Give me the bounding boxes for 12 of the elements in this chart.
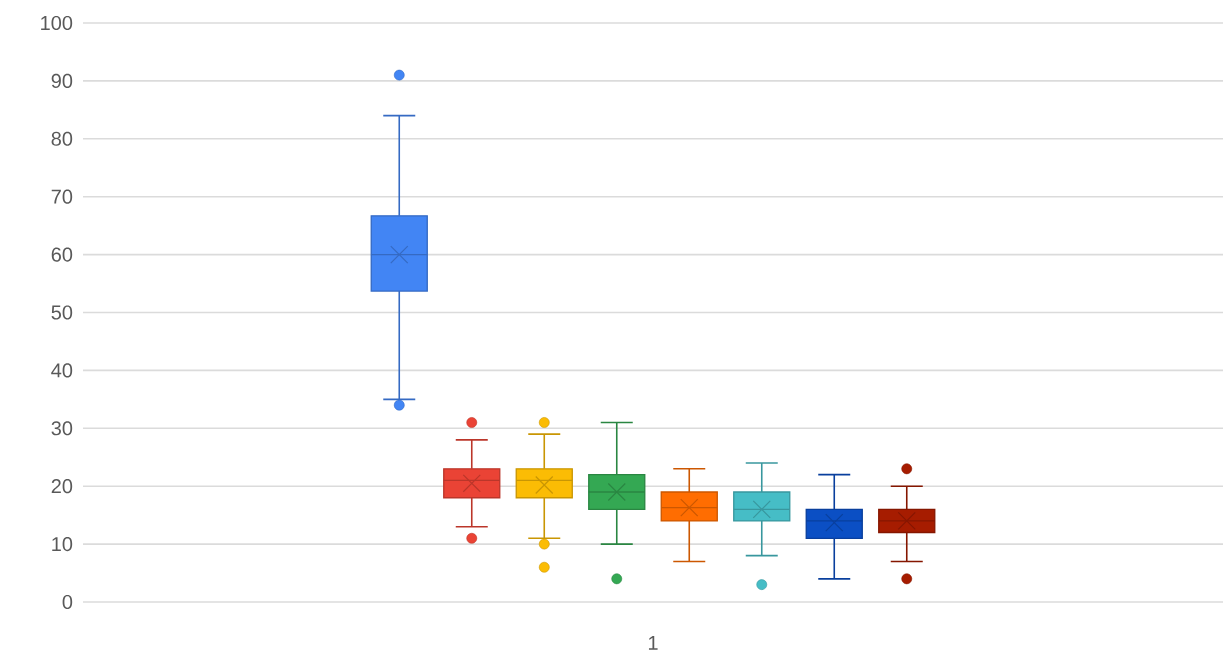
y-tick-label: 50 bbox=[51, 305, 73, 320]
y-tick-label: 90 bbox=[51, 73, 73, 88]
y-tick-label: 40 bbox=[51, 363, 73, 378]
y-tick-label: 0 bbox=[62, 594, 73, 610]
y-tick-label: 10 bbox=[52, 537, 73, 552]
y-tick-label: 100 bbox=[41, 15, 73, 31]
y-tick-label: 80 bbox=[51, 131, 73, 146]
y-tick-label: 20 bbox=[51, 479, 73, 494]
y-tick-label: 70 bbox=[51, 189, 73, 204]
x-tick-label: 1 bbox=[648, 636, 658, 650]
y-tick-label: 60 bbox=[51, 247, 73, 262]
y-tick-label: 30 bbox=[51, 421, 73, 436]
